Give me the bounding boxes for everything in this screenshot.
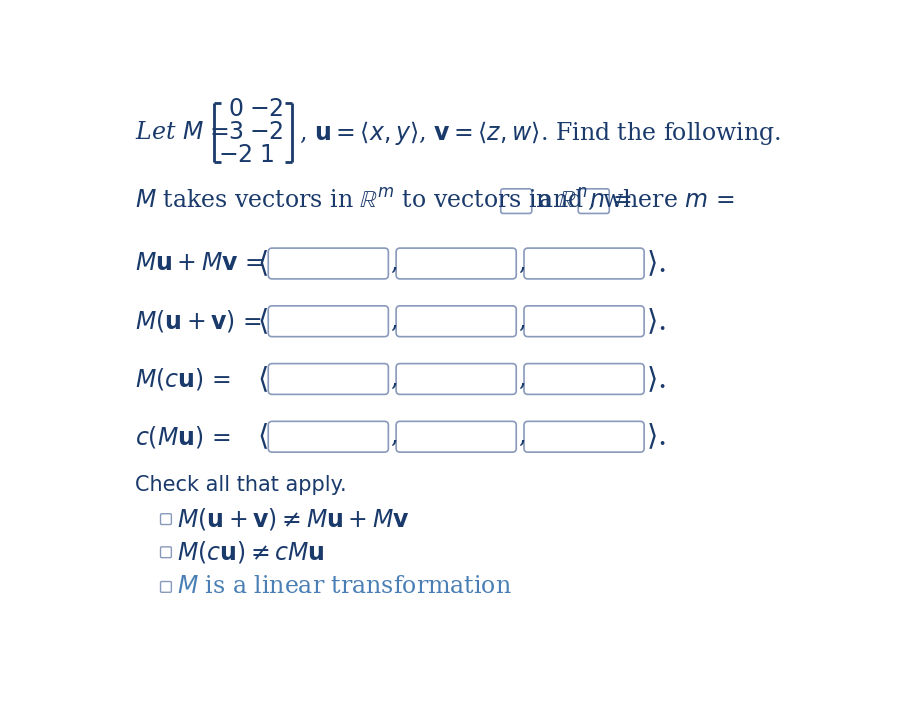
Text: $0$: $0$ (228, 98, 244, 121)
FancyBboxPatch shape (501, 189, 532, 213)
Text: $\langle$: $\langle$ (257, 248, 268, 279)
Text: $-2$: $-2$ (249, 98, 284, 121)
Text: ,: , (390, 310, 398, 333)
Text: $1$: $1$ (259, 144, 275, 167)
Text: ,: , (518, 426, 525, 449)
Text: and $\mathit{n}$ =: and $\mathit{n}$ = (538, 189, 631, 212)
Text: $\mathit{M}(\mathbf{u} + \mathbf{v})$ =: $\mathit{M}(\mathbf{u} + \mathbf{v})$ = (135, 308, 262, 334)
FancyBboxPatch shape (396, 306, 516, 337)
Text: $\langle$: $\langle$ (257, 307, 268, 336)
FancyBboxPatch shape (524, 364, 644, 395)
Text: $\langle$: $\langle$ (257, 364, 268, 394)
Text: .: . (612, 189, 620, 212)
Text: $\rangle$.: $\rangle$. (647, 364, 666, 394)
FancyBboxPatch shape (160, 547, 171, 557)
Text: $\mathit{M}(c\mathbf{u}) \neq c\mathit{M}\mathbf{u}$: $\mathit{M}(c\mathbf{u}) \neq c\mathit{M… (177, 539, 324, 565)
FancyBboxPatch shape (268, 306, 389, 337)
Text: $\rangle$.: $\rangle$. (647, 422, 666, 451)
FancyBboxPatch shape (268, 421, 389, 452)
Text: ,: , (390, 367, 398, 390)
Text: $\mathit{M}$ takes vectors in $\mathbb{R}^m$ to vectors in $\mathbb{R}^n$, where: $\mathit{M}$ takes vectors in $\mathbb{R… (135, 187, 735, 213)
Text: $\rangle$.: $\rangle$. (647, 307, 666, 336)
FancyBboxPatch shape (268, 248, 389, 279)
Text: $\mathit{M}$ is a linear transformation: $\mathit{M}$ is a linear transformation (177, 575, 512, 598)
FancyBboxPatch shape (396, 248, 516, 279)
Text: ,: , (518, 310, 525, 333)
Text: $\mathit{M}\mathbf{u} + \mathit{M}\mathbf{v}$ =: $\mathit{M}\mathbf{u} + \mathit{M}\mathb… (135, 252, 264, 275)
Text: ,: , (390, 426, 398, 449)
FancyBboxPatch shape (396, 364, 516, 395)
Text: $\mathit{M}(\mathbf{u} + \mathbf{v}) \neq \mathit{M}\mathbf{u} + \mathit{M}\math: $\mathit{M}(\mathbf{u} + \mathbf{v}) \ne… (177, 506, 410, 532)
Text: , $\mathbf{u} = \langle x, y\rangle$, $\mathbf{v} = \langle z, w\rangle$. Find t: , $\mathbf{u} = \langle x, y\rangle$, $\… (299, 119, 781, 147)
Text: ,: , (518, 252, 525, 275)
FancyBboxPatch shape (524, 248, 644, 279)
FancyBboxPatch shape (268, 364, 389, 395)
FancyBboxPatch shape (160, 514, 171, 525)
Text: Check all that apply.: Check all that apply. (135, 475, 347, 495)
Text: $-2$: $-2$ (249, 121, 284, 144)
FancyBboxPatch shape (578, 189, 609, 213)
Text: $3$: $3$ (228, 121, 244, 144)
FancyBboxPatch shape (524, 421, 644, 452)
Text: Let $\mathit{M}$ =: Let $\mathit{M}$ = (135, 121, 229, 144)
Text: $\langle$: $\langle$ (257, 422, 268, 451)
FancyBboxPatch shape (160, 582, 171, 593)
Text: $c(\mathit{M}\mathbf{u})$ =: $c(\mathit{M}\mathbf{u})$ = (135, 424, 230, 450)
Text: ,: , (518, 367, 525, 390)
FancyBboxPatch shape (524, 306, 644, 337)
Text: ,: , (390, 252, 398, 275)
Text: $-2$: $-2$ (218, 144, 253, 167)
Text: $\rangle$.: $\rangle$. (647, 248, 666, 279)
Text: $\mathit{M}(c\mathbf{u})$ =: $\mathit{M}(c\mathbf{u})$ = (135, 366, 230, 392)
FancyBboxPatch shape (396, 421, 516, 452)
